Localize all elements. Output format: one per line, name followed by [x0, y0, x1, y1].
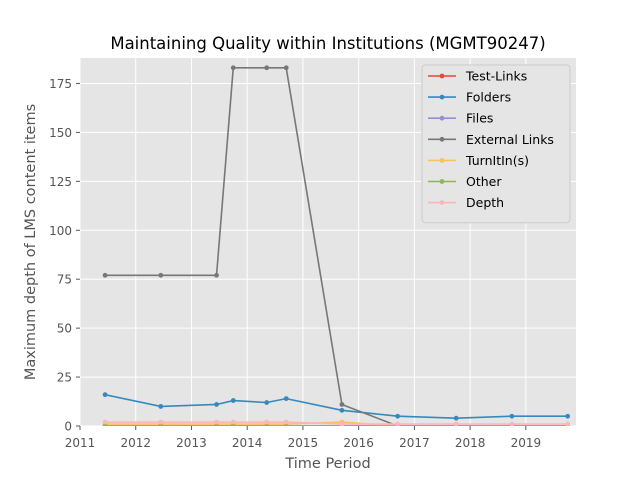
data-point-other	[230, 423, 236, 426]
data-point-depth	[395, 421, 401, 426]
y-tick-label: 25	[57, 371, 72, 385]
legend-marker-external-links	[439, 136, 445, 142]
data-point-other	[214, 423, 219, 426]
legend-marker-test-links	[439, 73, 445, 79]
y-axis-label: Maximum depth of LMS content items	[23, 104, 39, 380]
legend-marker-turnitin-s	[439, 158, 445, 163]
data-point-folders	[264, 400, 270, 405]
legend-label-test-links: Test-Links	[465, 69, 527, 84]
legend-box	[421, 64, 571, 224]
legend-label-external-links: External Links	[466, 132, 554, 147]
data-point-depth	[339, 421, 345, 426]
data-point-folders	[339, 407, 345, 413]
data-point-depth	[453, 421, 459, 426]
y-tick-label: 0	[64, 420, 72, 434]
x-axis-label: Time Period	[284, 456, 370, 472]
y-tick-label: 75	[57, 273, 72, 287]
x-tick-label: 2018	[455, 436, 486, 450]
legend-label-depth: Depth	[466, 195, 504, 210]
data-point-external-links	[283, 65, 289, 71]
data-point-external-links	[339, 402, 345, 407]
data-point-depth	[509, 421, 515, 426]
x-tick-label: 2014	[232, 436, 263, 450]
legend-label-other: Other	[466, 174, 502, 189]
data-point-depth	[230, 419, 236, 425]
data-point-folders	[214, 402, 219, 407]
data-point-other	[158, 423, 164, 426]
legend-label-files: Files	[466, 111, 493, 126]
legend-marker-folders	[439, 94, 445, 100]
data-point-depth	[102, 419, 108, 425]
data-point-external-links	[264, 65, 270, 71]
data-point-depth	[214, 419, 219, 425]
x-tick-label: 2015	[288, 436, 319, 450]
x-tick-label: 2013	[176, 436, 207, 450]
data-point-folders	[395, 413, 401, 419]
series-group	[102, 65, 571, 426]
data-point-depth	[565, 421, 571, 426]
x-tick-label: 2016	[343, 436, 374, 450]
chart-title: Maintaining Quality within Institutions …	[110, 34, 545, 53]
data-point-folders	[158, 404, 164, 409]
x-tick-label: 2017	[399, 436, 430, 450]
x-tick-label: 2019	[511, 436, 542, 450]
data-point-other	[102, 423, 108, 426]
legend: Test-Links Folders Files External Links Turn…	[421, 64, 571, 224]
data-point-folders	[102, 392, 108, 398]
data-point-depth	[264, 419, 270, 425]
y-tick-label: 100	[49, 224, 72, 238]
data-point-folders	[509, 413, 515, 419]
data-point-depth	[283, 419, 289, 425]
y-tick-label: 50	[57, 322, 72, 336]
y-tick-label: 125	[49, 175, 72, 189]
legend-label-folders: Folders	[466, 90, 511, 105]
data-point-folders	[283, 396, 289, 401]
data-point-external-links	[230, 65, 236, 71]
data-point-depth	[158, 419, 164, 425]
data-point-folders	[230, 398, 236, 403]
legend-marker-files	[439, 115, 445, 121]
y-tick-label: 150	[49, 126, 72, 140]
data-point-external-links	[158, 272, 164, 278]
data-point-external-links	[214, 272, 219, 278]
data-point-external-links	[102, 272, 108, 278]
legend-label-turnitin-s: TurnItIn(s)	[465, 153, 529, 168]
data-point-other	[283, 423, 289, 426]
data-point-folders	[565, 413, 571, 419]
legend-marker-depth	[439, 200, 445, 206]
data-point-folders	[453, 415, 459, 421]
data-point-other	[264, 423, 270, 426]
x-tick-label: 2012	[120, 436, 151, 450]
y-tick-label: 175	[49, 77, 72, 91]
x-tick-label: 2011	[65, 436, 96, 450]
legend-marker-other	[439, 179, 445, 184]
